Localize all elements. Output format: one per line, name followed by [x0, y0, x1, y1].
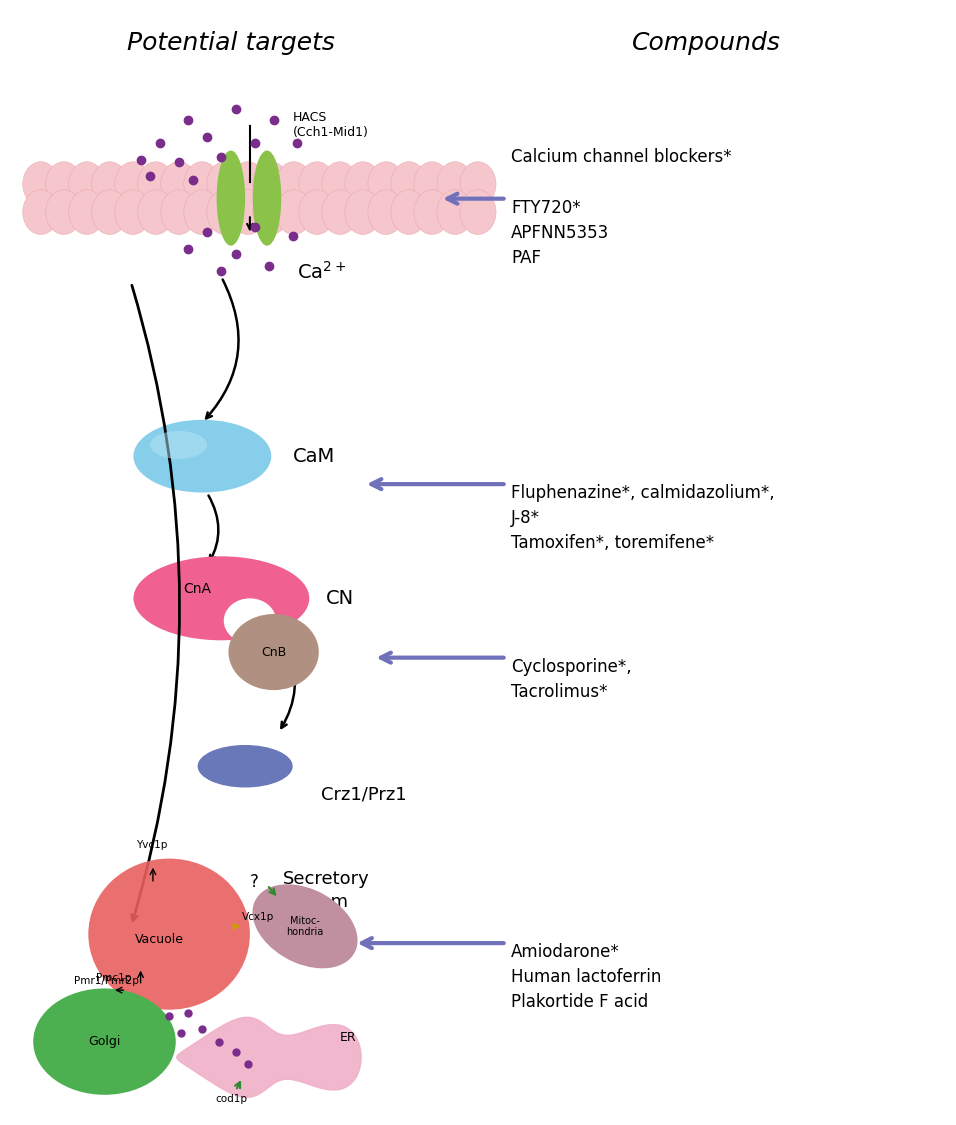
Ellipse shape — [23, 162, 59, 207]
Ellipse shape — [206, 190, 243, 234]
Ellipse shape — [460, 190, 496, 234]
Text: cod1p: cod1p — [215, 1095, 247, 1105]
Ellipse shape — [161, 162, 197, 207]
Text: Vcx1p: Vcx1p — [242, 912, 274, 922]
Text: Golgi: Golgi — [88, 1035, 120, 1048]
Ellipse shape — [88, 858, 250, 1010]
Ellipse shape — [437, 190, 473, 234]
Text: Cyclosporine*,
Tacrolimus*: Cyclosporine*, Tacrolimus* — [511, 658, 632, 701]
Text: Calcium channel blockers*: Calcium channel blockers* — [511, 148, 732, 166]
Ellipse shape — [184, 162, 220, 207]
Ellipse shape — [229, 162, 266, 207]
Ellipse shape — [460, 162, 496, 207]
Ellipse shape — [92, 190, 128, 234]
Ellipse shape — [198, 745, 293, 787]
Text: Fluphenazine*, calmidazolium*,
J-8*
Tamoxifen*, toremifene*: Fluphenazine*, calmidazolium*, J-8* Tamo… — [511, 484, 775, 552]
Ellipse shape — [46, 190, 82, 234]
Text: Potential targets: Potential targets — [127, 30, 335, 55]
Ellipse shape — [345, 190, 381, 234]
Ellipse shape — [69, 162, 105, 207]
Ellipse shape — [224, 598, 276, 643]
Ellipse shape — [276, 162, 312, 207]
Text: Crz1/Prz1: Crz1/Prz1 — [321, 785, 407, 803]
Ellipse shape — [322, 190, 358, 234]
Ellipse shape — [217, 151, 245, 245]
Ellipse shape — [161, 190, 197, 234]
Text: CaM: CaM — [293, 447, 335, 466]
Ellipse shape — [252, 151, 281, 245]
Ellipse shape — [322, 162, 358, 207]
Ellipse shape — [134, 420, 272, 493]
Text: Compounds: Compounds — [632, 30, 780, 55]
Text: Yvc1p: Yvc1p — [136, 840, 167, 850]
Ellipse shape — [184, 190, 220, 234]
Text: Pmc1p: Pmc1p — [96, 973, 131, 983]
Ellipse shape — [368, 162, 404, 207]
Ellipse shape — [414, 162, 450, 207]
Text: CN: CN — [326, 588, 354, 608]
Ellipse shape — [252, 884, 358, 969]
Ellipse shape — [150, 431, 207, 459]
Ellipse shape — [252, 162, 289, 207]
Text: Mitoc-
hondria: Mitoc- hondria — [287, 916, 324, 937]
Text: ER: ER — [340, 1030, 357, 1044]
Ellipse shape — [391, 162, 427, 207]
Ellipse shape — [345, 162, 381, 207]
Text: CnB: CnB — [261, 646, 286, 658]
Text: ?: ? — [250, 873, 259, 891]
Ellipse shape — [229, 190, 266, 234]
Ellipse shape — [46, 162, 82, 207]
Ellipse shape — [23, 190, 59, 234]
Ellipse shape — [368, 190, 404, 234]
Ellipse shape — [252, 190, 289, 234]
Text: Amiodarone*
Human lactoferrin
Plakortide F acid: Amiodarone* Human lactoferrin Plakortide… — [511, 943, 662, 1011]
Text: FTY720*
APFNN5353
PAF: FTY720* APFNN5353 PAF — [511, 199, 610, 267]
Ellipse shape — [92, 162, 128, 207]
Text: HACS
(Cch1-Mid1): HACS (Cch1-Mid1) — [293, 111, 369, 140]
Ellipse shape — [276, 190, 312, 234]
Text: CnA: CnA — [184, 583, 211, 596]
Ellipse shape — [69, 190, 105, 234]
Ellipse shape — [391, 190, 427, 234]
Ellipse shape — [437, 162, 473, 207]
Ellipse shape — [134, 557, 310, 640]
Ellipse shape — [299, 162, 335, 207]
Ellipse shape — [228, 614, 318, 690]
Ellipse shape — [138, 162, 174, 207]
Text: Vacuole: Vacuole — [135, 934, 185, 946]
Ellipse shape — [414, 190, 450, 234]
Text: Secretory
system: Secretory system — [283, 871, 370, 910]
Ellipse shape — [206, 162, 243, 207]
Ellipse shape — [138, 190, 174, 234]
Polygon shape — [177, 1017, 361, 1097]
Text: Pmr1/Pmr2p: Pmr1/Pmr2p — [74, 975, 139, 986]
Ellipse shape — [33, 989, 176, 1095]
Ellipse shape — [115, 190, 151, 234]
Ellipse shape — [115, 162, 151, 207]
Ellipse shape — [299, 190, 335, 234]
Text: Ca$^{2+}$: Ca$^{2+}$ — [297, 261, 346, 282]
